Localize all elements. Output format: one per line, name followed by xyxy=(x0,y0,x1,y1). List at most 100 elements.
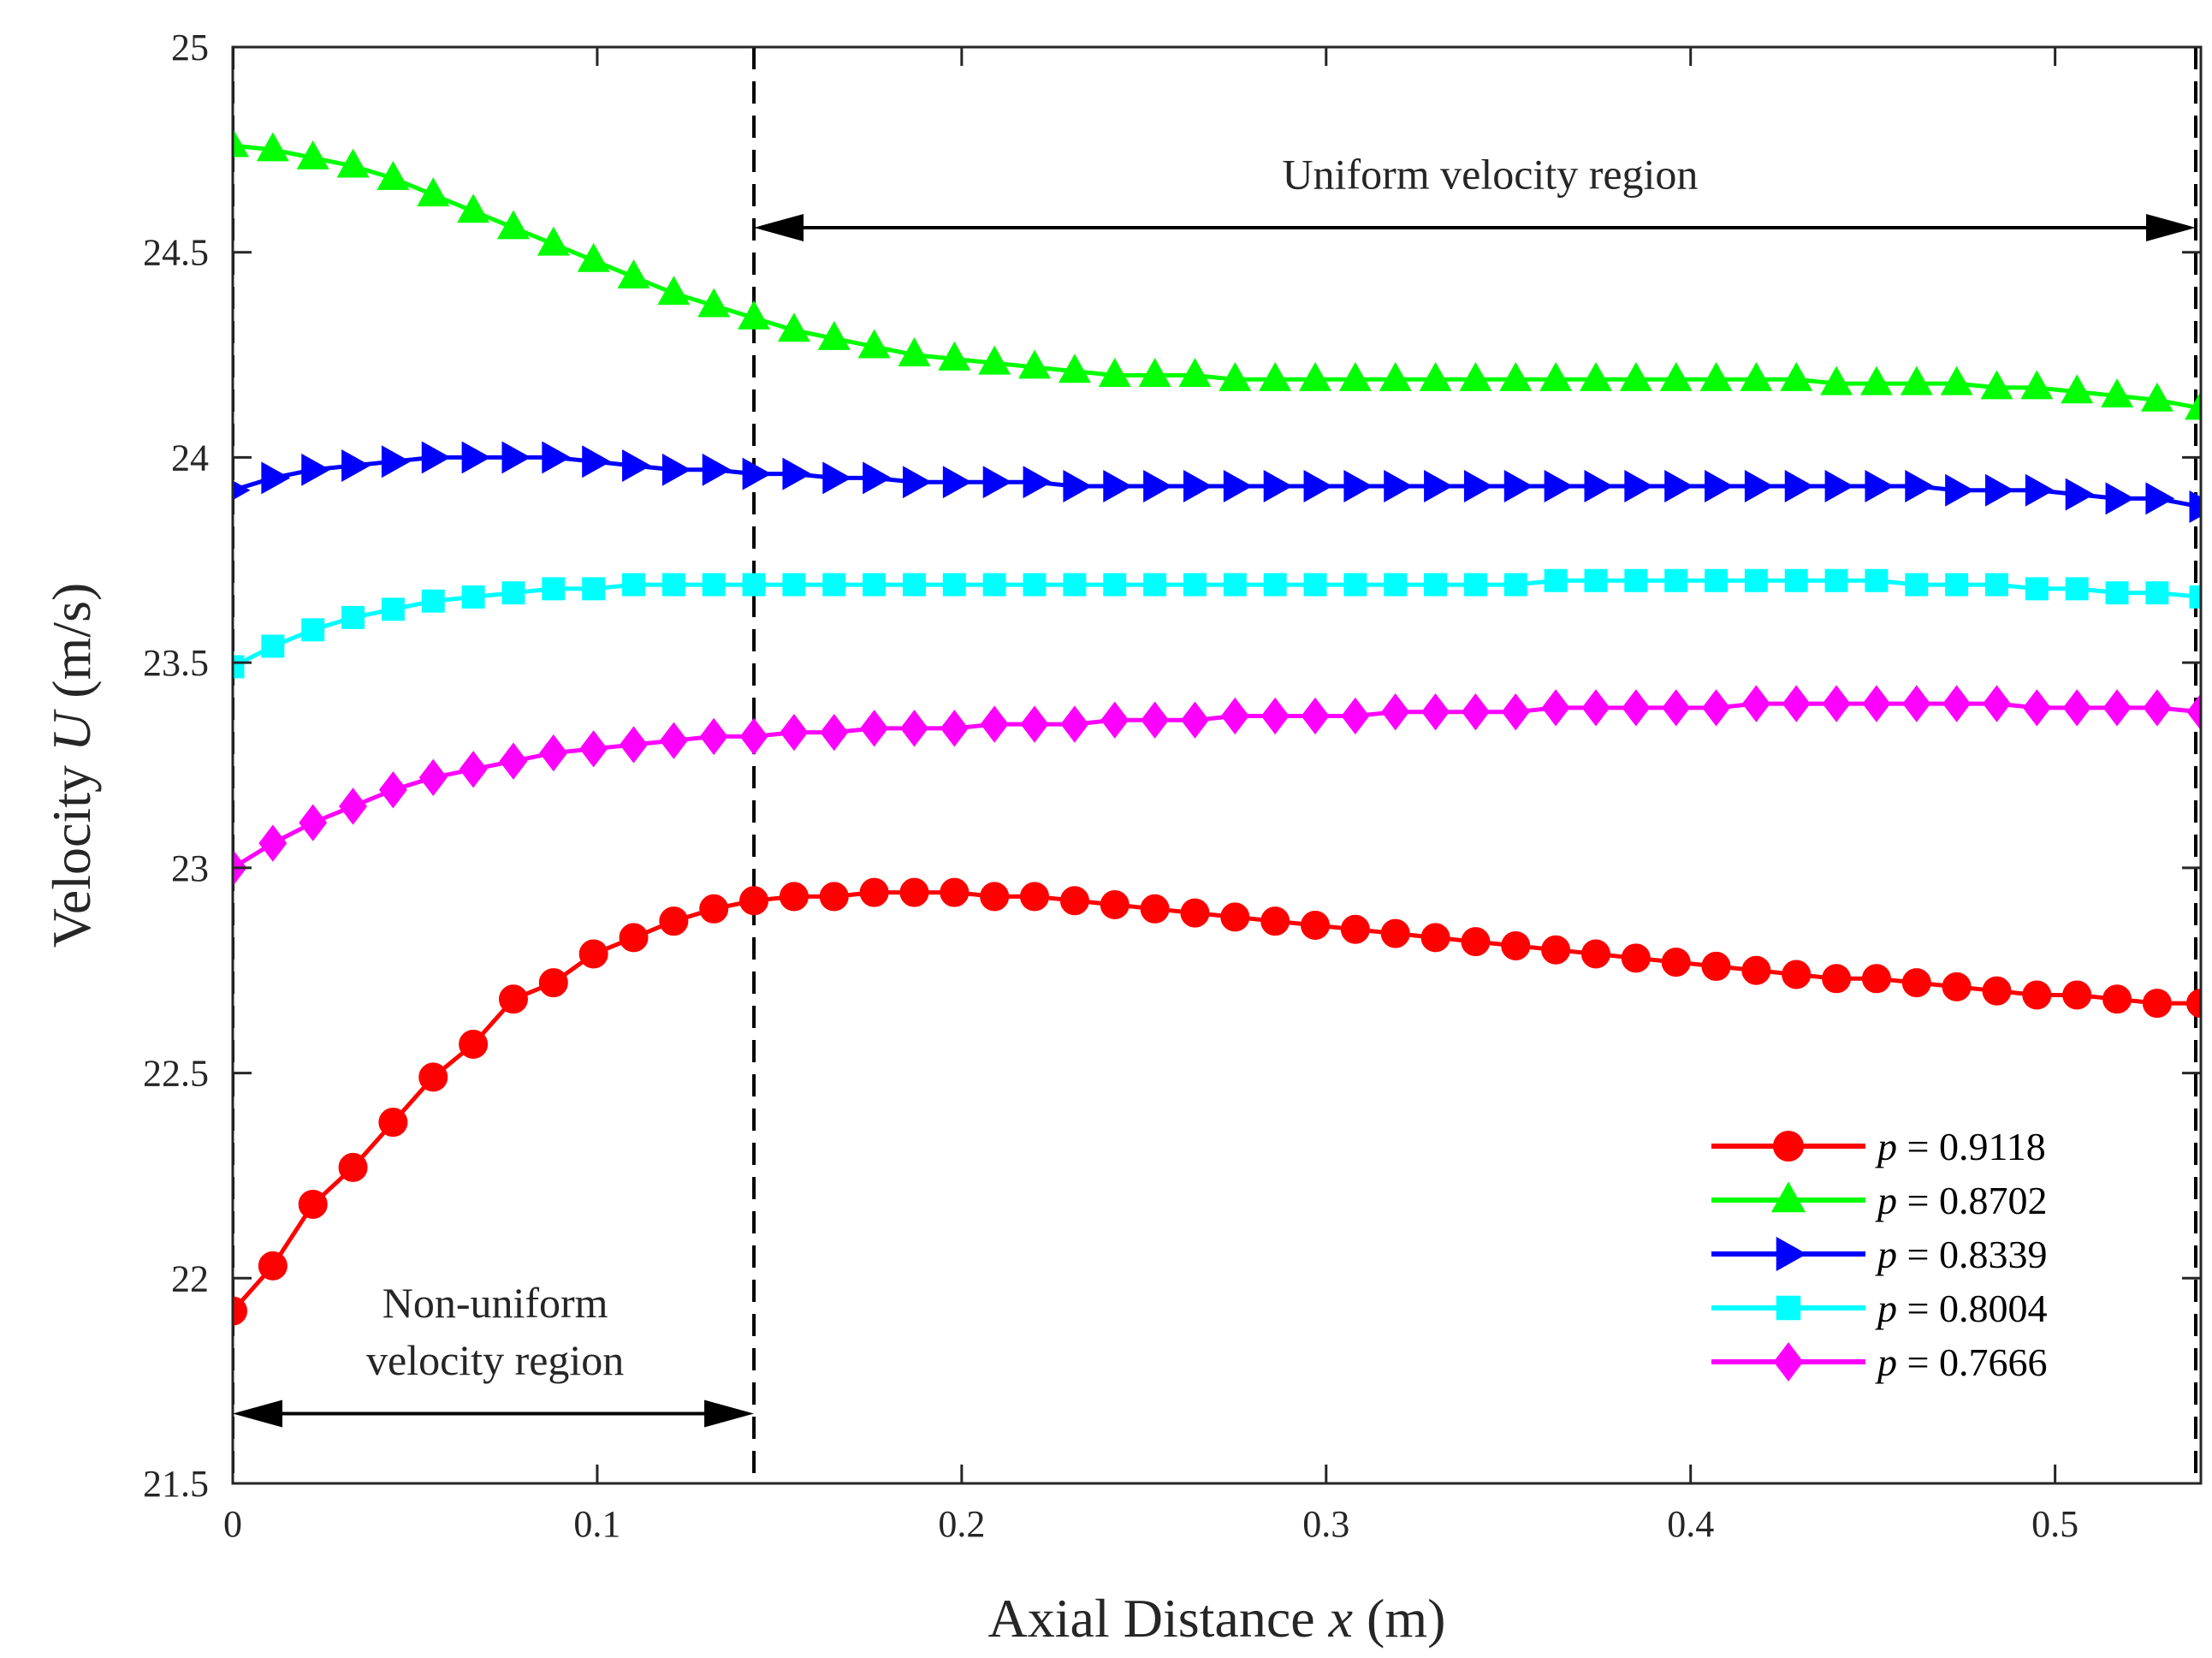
non-uniform-region-label: Non-uniform xyxy=(383,1279,608,1327)
data-point xyxy=(780,713,809,752)
data-point xyxy=(1744,470,1774,502)
data-point xyxy=(2142,989,2172,1019)
data-point xyxy=(661,453,691,486)
data-point xyxy=(978,345,1011,375)
data-point xyxy=(1338,361,1372,391)
series-circle xyxy=(233,877,2201,1326)
data-point xyxy=(859,877,889,907)
data-point xyxy=(739,886,769,916)
data-point xyxy=(258,1251,288,1281)
series-triangle-right xyxy=(233,441,2201,523)
data-point xyxy=(1223,470,1253,502)
data-point xyxy=(1705,568,1728,592)
data-point xyxy=(2020,370,2054,400)
data-point xyxy=(738,300,771,330)
data-point xyxy=(1459,361,1492,391)
data-point xyxy=(421,441,451,474)
data-point xyxy=(1985,473,2014,507)
data-point xyxy=(1544,568,1568,592)
data-point xyxy=(1141,701,1170,739)
data-point xyxy=(496,210,530,240)
data-point xyxy=(782,573,806,597)
legend-marker xyxy=(1773,1342,1804,1382)
data-point xyxy=(417,177,450,207)
data-point xyxy=(461,441,491,474)
data-point xyxy=(980,705,1009,743)
data-point xyxy=(539,734,568,772)
data-point xyxy=(777,312,810,342)
data-point xyxy=(1058,354,1091,383)
data-point xyxy=(256,132,289,162)
y-tick-label: 22 xyxy=(171,1257,209,1299)
legend-label: p = 0.8004 xyxy=(1875,1287,2047,1330)
series-triangle-up xyxy=(233,128,2201,420)
data-point xyxy=(620,726,648,764)
data-point xyxy=(1584,568,1608,592)
data-point xyxy=(1301,697,1330,735)
y-tick-label: 22.5 xyxy=(143,1053,209,1095)
data-point xyxy=(622,449,651,483)
data-point xyxy=(1343,573,1367,597)
data-point xyxy=(1902,685,1931,722)
legend-label: p = 0.8702 xyxy=(1875,1179,2047,1222)
data-point xyxy=(1263,573,1287,597)
data-point xyxy=(659,722,688,759)
annotations: Uniform velocity region Non-uniform veloci… xyxy=(233,151,2196,1428)
data-point xyxy=(1063,470,1093,502)
data-point xyxy=(1100,890,1130,920)
data-point xyxy=(2185,390,2201,420)
data-point xyxy=(1341,697,1370,735)
data-point xyxy=(1584,470,1614,502)
data-point xyxy=(498,984,528,1014)
data-point xyxy=(1865,568,1889,592)
data-point xyxy=(1263,470,1293,502)
data-point xyxy=(1901,968,1931,998)
data-point xyxy=(1461,693,1490,731)
data-point xyxy=(578,939,608,969)
x-tick-label: 0 xyxy=(223,1503,242,1545)
data-point xyxy=(421,589,445,613)
data-point xyxy=(1741,685,1770,722)
data-point xyxy=(457,193,490,223)
data-point xyxy=(341,449,371,483)
x-tick-label: 0.1 xyxy=(573,1503,620,1545)
data-point xyxy=(702,573,726,597)
data-point xyxy=(1784,568,1808,592)
data-point xyxy=(1982,976,2012,1006)
data-point xyxy=(1223,573,1247,597)
data-point xyxy=(301,618,325,642)
data-point xyxy=(341,605,365,629)
data-point xyxy=(1664,470,1694,502)
data-point xyxy=(296,140,329,169)
data-point xyxy=(338,1152,368,1182)
data-point xyxy=(903,466,932,499)
data-point xyxy=(942,466,972,499)
data-point xyxy=(1178,358,1212,388)
data-point xyxy=(1501,930,1531,960)
data-point xyxy=(1622,689,1651,727)
data-point xyxy=(1180,898,1210,928)
data-point xyxy=(1140,894,1170,924)
data-point xyxy=(418,1062,448,1092)
data-point xyxy=(537,226,570,256)
data-point xyxy=(381,597,405,621)
data-point xyxy=(1661,948,1691,978)
data-point xyxy=(2062,980,2092,1010)
data-point xyxy=(1820,365,1853,395)
data-point xyxy=(1741,955,1771,985)
series-diamond xyxy=(233,685,2201,887)
data-point xyxy=(1861,964,1891,994)
data-point xyxy=(378,1108,408,1138)
data-point xyxy=(1865,470,1895,502)
data-point xyxy=(2102,984,2132,1014)
data-point xyxy=(1421,693,1450,731)
data-point xyxy=(1303,470,1333,502)
data-point xyxy=(619,923,649,953)
legend-label: p = 0.7666 xyxy=(1875,1340,2047,1384)
legend-box xyxy=(1699,1113,2101,1404)
data-point xyxy=(863,461,893,495)
data-point xyxy=(1983,685,2011,722)
data-point xyxy=(2145,581,2169,605)
data-point xyxy=(1822,964,1852,994)
data-point xyxy=(1143,470,1173,502)
